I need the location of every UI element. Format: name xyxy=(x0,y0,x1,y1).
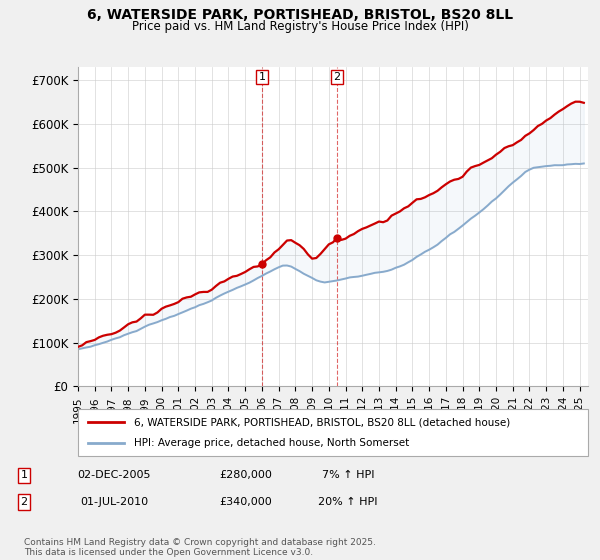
Text: HPI: Average price, detached house, North Somerset: HPI: Average price, detached house, Nort… xyxy=(134,438,409,448)
Text: 2: 2 xyxy=(334,72,341,82)
Text: £280,000: £280,000 xyxy=(220,470,272,480)
Text: Contains HM Land Registry data © Crown copyright and database right 2025.
This d: Contains HM Land Registry data © Crown c… xyxy=(24,538,376,557)
Text: 02-DEC-2005: 02-DEC-2005 xyxy=(77,470,151,480)
Text: 1: 1 xyxy=(20,470,28,480)
Text: 01-JUL-2010: 01-JUL-2010 xyxy=(80,497,148,507)
Text: Price paid vs. HM Land Registry's House Price Index (HPI): Price paid vs. HM Land Registry's House … xyxy=(131,20,469,32)
Text: £340,000: £340,000 xyxy=(220,497,272,507)
Text: 2: 2 xyxy=(20,497,28,507)
Text: 6, WATERSIDE PARK, PORTISHEAD, BRISTOL, BS20 8LL (detached house): 6, WATERSIDE PARK, PORTISHEAD, BRISTOL, … xyxy=(134,417,511,427)
Text: 7% ↑ HPI: 7% ↑ HPI xyxy=(322,470,374,480)
Text: 6, WATERSIDE PARK, PORTISHEAD, BRISTOL, BS20 8LL: 6, WATERSIDE PARK, PORTISHEAD, BRISTOL, … xyxy=(87,8,513,22)
FancyBboxPatch shape xyxy=(78,409,588,456)
Text: 20% ↑ HPI: 20% ↑ HPI xyxy=(318,497,378,507)
Text: 1: 1 xyxy=(259,72,265,82)
